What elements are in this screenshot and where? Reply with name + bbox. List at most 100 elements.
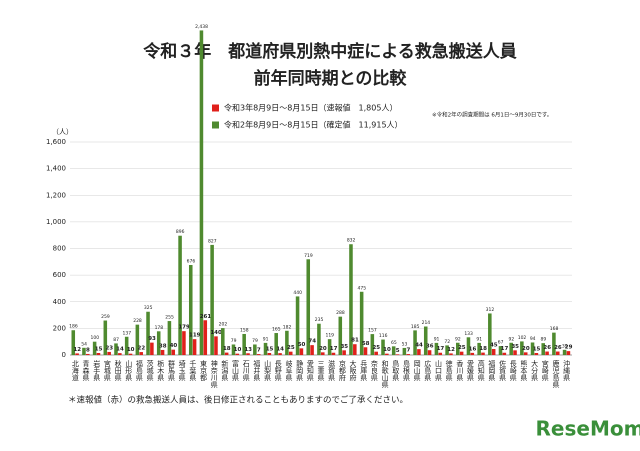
- data-label: 235: [315, 317, 324, 323]
- bar: [449, 353, 453, 355]
- bar: [477, 342, 481, 355]
- data-label: 72: [444, 339, 450, 345]
- data-label: 133: [464, 331, 473, 337]
- x-tick-label: 群馬県: [167, 359, 175, 382]
- bar: [566, 351, 571, 355]
- data-label: 23: [105, 345, 113, 351]
- data-label: 228: [133, 318, 142, 324]
- bar: [182, 331, 186, 355]
- bar: [188, 265, 193, 355]
- bar: [118, 353, 122, 355]
- x-tick-label: 奈良県: [370, 359, 378, 382]
- bar: [509, 342, 513, 355]
- x-tick-label: 滋賀県: [328, 359, 336, 382]
- data-label: 20: [319, 346, 327, 352]
- x-tick-label: 沖縄県: [563, 359, 571, 382]
- data-label: 475: [358, 285, 367, 291]
- data-label: 14: [116, 347, 124, 353]
- data-label: 12: [447, 347, 455, 353]
- data-label: 10: [234, 347, 242, 353]
- data-label: 827: [208, 238, 217, 244]
- data-label: 35: [340, 344, 348, 350]
- x-tick-label: 石川県: [242, 360, 250, 382]
- bar: [385, 353, 389, 355]
- data-label: 35: [511, 344, 519, 350]
- y-axis-label: （人）: [52, 128, 73, 136]
- bar: [128, 353, 133, 355]
- bar: [178, 235, 182, 355]
- bar: [331, 352, 336, 355]
- data-label: 74: [308, 339, 316, 345]
- data-label: 39: [562, 343, 568, 349]
- data-label: 259: [101, 314, 110, 320]
- legend-swatch: [212, 104, 219, 112]
- data-label: 676: [187, 259, 196, 265]
- bar: [160, 349, 165, 355]
- data-label: 185: [411, 324, 420, 330]
- x-tick-label: 宮城県: [103, 359, 111, 382]
- y-tick-label: 200: [53, 324, 66, 332]
- bar: [363, 347, 368, 355]
- data-label: 168: [550, 326, 559, 332]
- bar: [481, 352, 485, 355]
- bar: [274, 333, 278, 355]
- data-label: 832: [347, 238, 356, 244]
- x-tick-label: 神奈川県: [210, 359, 218, 389]
- data-label: 116: [379, 333, 388, 339]
- data-label: 94: [530, 336, 536, 342]
- bar: [417, 349, 421, 355]
- legend-label: 令和3年8月9日～8月15日（速報値 1,805人）: [224, 103, 397, 113]
- x-tick-label: 熊本県: [520, 359, 528, 382]
- bar: [256, 354, 261, 355]
- data-label: 16: [469, 346, 477, 352]
- data-label: 119: [325, 333, 334, 339]
- bar: [445, 345, 449, 355]
- data-label: 214: [422, 320, 431, 326]
- bar: [520, 341, 524, 355]
- bar: [342, 350, 346, 355]
- data-label: 896: [176, 229, 185, 235]
- y-tick-label: 600: [53, 271, 66, 279]
- bar: [545, 351, 549, 355]
- bar: [423, 326, 428, 355]
- data-label: 91: [476, 336, 482, 342]
- data-label: 10: [127, 347, 135, 353]
- legend-label: 令和2年8月9日～8月15日（確定値 11,915人）: [224, 120, 403, 130]
- x-tick-label: 兵庫県: [360, 359, 368, 382]
- data-label: 8: [86, 347, 90, 353]
- bar: [374, 351, 378, 355]
- y-tick-label: 0: [62, 351, 66, 359]
- chart-title: 令和３年 都道府県別熱中症による救急搬送人員: [143, 41, 517, 62]
- x-tick-label: 埼玉県: [178, 359, 186, 382]
- bar: [199, 30, 204, 355]
- chart-subtitle: 前年同時期との比較: [254, 68, 408, 89]
- bar: [221, 328, 225, 355]
- data-label: 29: [565, 345, 573, 351]
- bar: [267, 353, 272, 355]
- x-tick-label: 鳥取県: [392, 359, 400, 382]
- data-label: 87: [113, 337, 119, 343]
- bar: [167, 321, 172, 355]
- data-label: 17: [330, 346, 338, 352]
- x-tick-label: 徳島県: [445, 359, 453, 382]
- bar: [82, 347, 86, 355]
- bar: [146, 311, 150, 355]
- data-label: 67: [498, 340, 504, 346]
- data-label: 182: [283, 324, 292, 330]
- x-tick-label: 長崎県: [509, 360, 517, 382]
- data-label: 17: [437, 346, 445, 352]
- data-label: 440: [293, 290, 302, 296]
- footnote: ＊速報値（赤）の救急搬送人員は、後日修正されることもありますのでご了承ください。: [68, 395, 408, 406]
- data-label: 7: [406, 348, 410, 354]
- x-tick-label: 大阪府: [349, 359, 357, 382]
- bar: [523, 352, 528, 355]
- bar: [498, 346, 503, 355]
- x-tick-label: 愛媛県: [467, 359, 475, 382]
- x-tick-label: 青森県: [82, 359, 90, 382]
- logo: ReseMom: [536, 417, 640, 441]
- data-label: 89: [541, 337, 547, 343]
- data-label: 2,438: [195, 24, 208, 30]
- bar: [488, 313, 492, 355]
- data-label: 91: [434, 336, 440, 342]
- bar: [92, 341, 97, 355]
